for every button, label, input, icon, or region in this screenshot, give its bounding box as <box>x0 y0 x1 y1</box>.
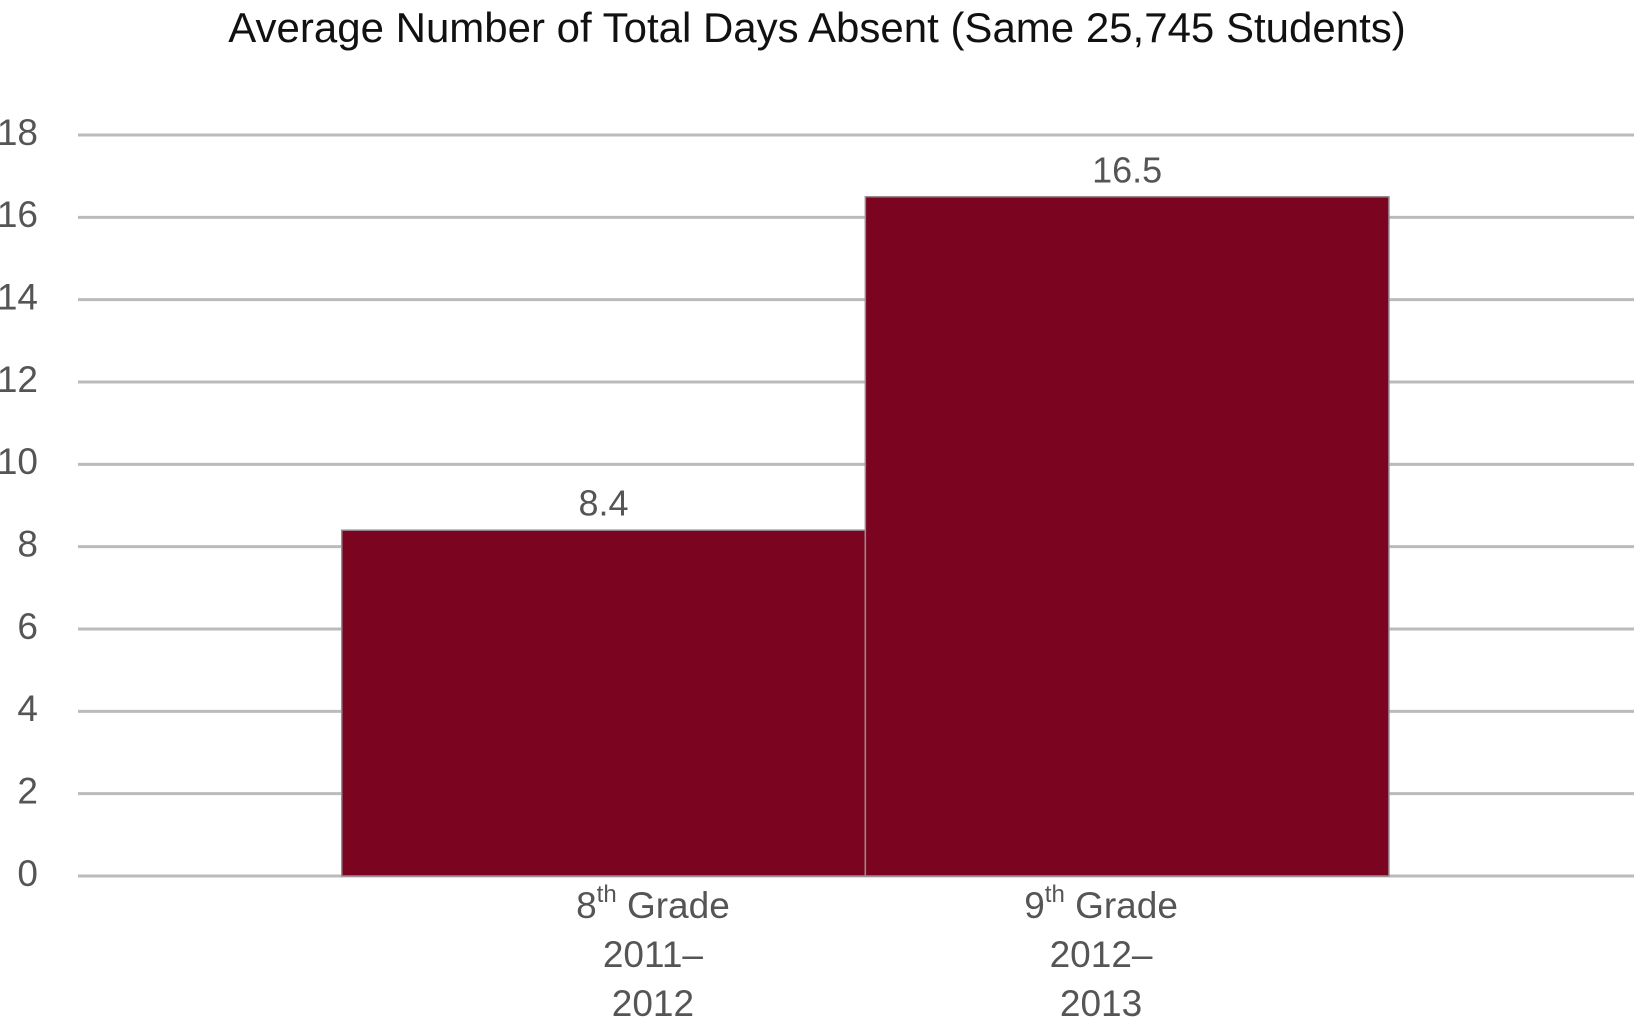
y-tick-label: 8 <box>17 523 38 564</box>
y-tick-label: 10 <box>0 441 38 482</box>
value-label: 8.4 <box>579 483 629 524</box>
y-tick-label: 0 <box>17 853 38 894</box>
x-tick-label: 8th Grade 2011– 2012 <box>576 881 730 1023</box>
y-tick-label: 2 <box>17 770 38 811</box>
bar <box>340 529 867 877</box>
chart-title: Average Number of Total Days Absent (Sam… <box>228 4 1405 51</box>
bar <box>864 196 1390 877</box>
y-tick-label: 12 <box>0 359 38 400</box>
y-tick-label: 14 <box>0 276 38 317</box>
y-tick-label: 6 <box>17 606 38 647</box>
y-tick-label: 16 <box>0 194 38 235</box>
y-tick-label: 18 <box>0 112 38 153</box>
y-tick-label: 4 <box>17 688 38 729</box>
value-label: 16.5 <box>1092 149 1162 190</box>
x-tick-label: 9th Grade 2012– 2013 <box>1024 881 1178 1023</box>
